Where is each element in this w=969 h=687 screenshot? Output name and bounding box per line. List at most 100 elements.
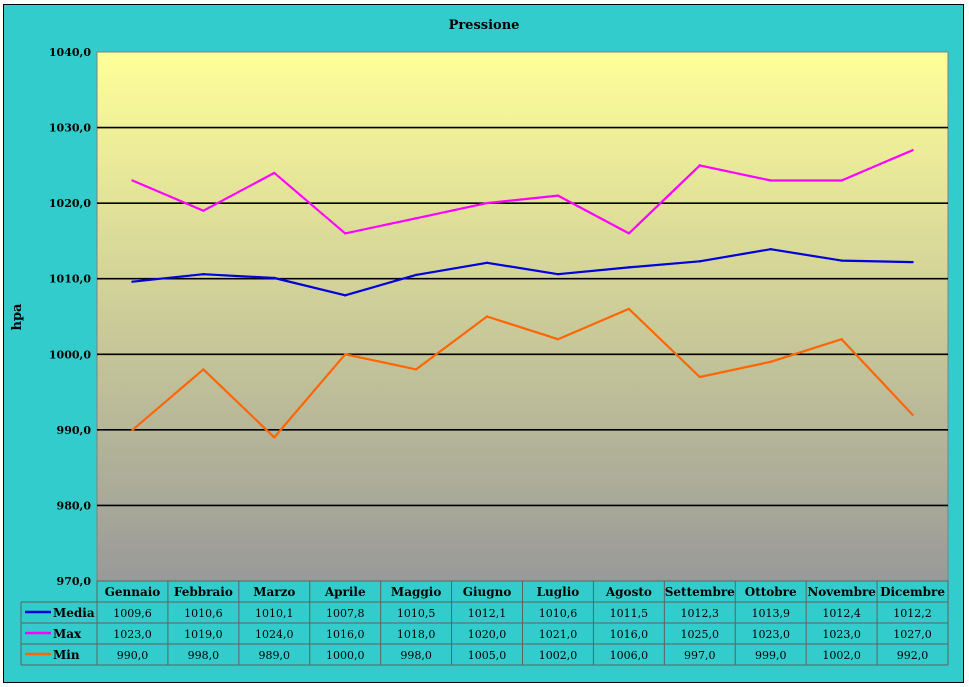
data-point-min	[202, 368, 205, 371]
data-point-min	[131, 428, 134, 432]
x-category-label: Gennaio	[105, 585, 161, 599]
series-line-media	[132, 248, 913, 297]
data-label: 1010,6	[184, 607, 223, 620]
data-point-media	[698, 260, 701, 263]
data-label: 998,0	[188, 649, 220, 662]
data-point-min	[273, 436, 276, 439]
y-tick-label: 970,0	[57, 575, 92, 588]
data-point-max	[485, 201, 489, 205]
data-point-max	[202, 209, 205, 212]
data-label: 1002,0	[539, 649, 578, 662]
data-label: 1012,3	[681, 607, 720, 620]
legend-label: Min	[53, 648, 80, 662]
data-label: 990,0	[117, 649, 149, 662]
data-point-max	[556, 194, 560, 197]
data-label: 999,0	[755, 649, 787, 662]
data-label: 992,0	[897, 649, 929, 662]
data-point-media	[344, 294, 347, 297]
x-category-label: Aprile	[324, 585, 366, 599]
x-category-label: Ottobre	[745, 585, 797, 599]
legend-label: Max	[53, 627, 82, 641]
x-category-label: Maggio	[391, 585, 441, 599]
data-label: 1023,0	[822, 628, 861, 641]
data-label: 1018,0	[397, 628, 436, 641]
plot-area	[96, 51, 949, 582]
data-point-max	[840, 179, 843, 182]
series-line-min	[131, 307, 914, 439]
x-category-label: Dicembre	[880, 585, 945, 599]
data-point-media	[414, 273, 418, 277]
series-line-max	[132, 149, 913, 235]
data-label: 1005,0	[468, 649, 507, 662]
data-label: 1024,0	[255, 628, 294, 641]
data-label: 989,0	[259, 649, 291, 662]
data-point-min	[840, 337, 843, 341]
x-category-label: Settembre	[665, 585, 735, 599]
x-category-label: Agosto	[605, 585, 652, 599]
data-point-max	[698, 164, 701, 167]
data-label: 1016,0	[326, 628, 365, 641]
data-label: 1025,0	[681, 628, 720, 641]
data-label: 1023,0	[751, 628, 790, 641]
data-label: 1023,0	[113, 628, 152, 641]
data-point-max	[911, 149, 914, 152]
data-label: 1013,9	[751, 607, 790, 620]
data-point-min	[769, 360, 772, 364]
data-label: 1021,0	[539, 628, 578, 641]
data-label: 998,0	[400, 649, 432, 662]
data-point-media	[273, 276, 276, 280]
data-point-min	[627, 307, 631, 311]
data-point-media	[911, 260, 914, 264]
data-label: 1006,0	[610, 649, 649, 662]
y-tick-label: 980,0	[57, 499, 92, 512]
data-point-min	[556, 337, 560, 341]
data-point-max	[273, 171, 276, 175]
data-point-min	[698, 375, 701, 379]
data-point-media	[769, 248, 772, 251]
y-tick-label: 1030,0	[49, 122, 91, 135]
data-label: 997,0	[684, 649, 716, 662]
y-tick-label: 1010,0	[49, 273, 91, 286]
data-label: 1011,5	[610, 607, 649, 620]
data-label: 1012,1	[468, 607, 507, 620]
data-label: 1007,8	[326, 607, 365, 620]
data-point-media	[556, 272, 560, 276]
data-label: 1000,0	[326, 649, 365, 662]
y-tick-label: 1020,0	[49, 197, 91, 210]
data-point-max	[627, 232, 631, 235]
data-label: 1010,5	[397, 607, 436, 620]
data-point-media	[627, 266, 631, 269]
data-point-max	[344, 232, 347, 235]
data-point-max	[131, 179, 134, 182]
data-label: 1027,0	[893, 628, 932, 641]
data-label: 1010,6	[539, 607, 578, 620]
y-axis-label: hpa	[10, 303, 25, 331]
data-point-media	[202, 272, 205, 276]
data-label: 1012,2	[893, 607, 932, 620]
data-label: 1012,4	[822, 607, 861, 620]
y-tick-label: 1040,0	[49, 46, 91, 59]
x-category-label: Luglio	[537, 585, 580, 599]
data-point-min	[911, 413, 914, 416]
data-point-media	[131, 280, 134, 283]
data-point-max	[414, 217, 418, 220]
x-category-label: Marzo	[253, 585, 295, 599]
data-label: 1019,0	[184, 628, 223, 641]
x-category-label: Novembre	[807, 585, 876, 599]
chart-title: Pressione	[449, 18, 520, 33]
data-label: 1010,1	[255, 607, 294, 620]
data-point-min	[414, 368, 418, 371]
data-point-media	[485, 261, 489, 265]
data-label: 1009,6	[113, 607, 152, 620]
x-category-label: Febbraio	[174, 585, 233, 599]
data-point-media	[840, 259, 843, 262]
x-category-label: Giugno	[463, 585, 512, 599]
y-tick-label: 1000,0	[49, 348, 91, 361]
data-label: 1002,0	[822, 649, 861, 662]
data-point-min	[344, 353, 347, 356]
data-point-min	[485, 315, 489, 318]
legend-label: Media	[53, 606, 95, 620]
data-point-max	[769, 179, 772, 182]
y-tick-label: 990,0	[57, 424, 92, 437]
